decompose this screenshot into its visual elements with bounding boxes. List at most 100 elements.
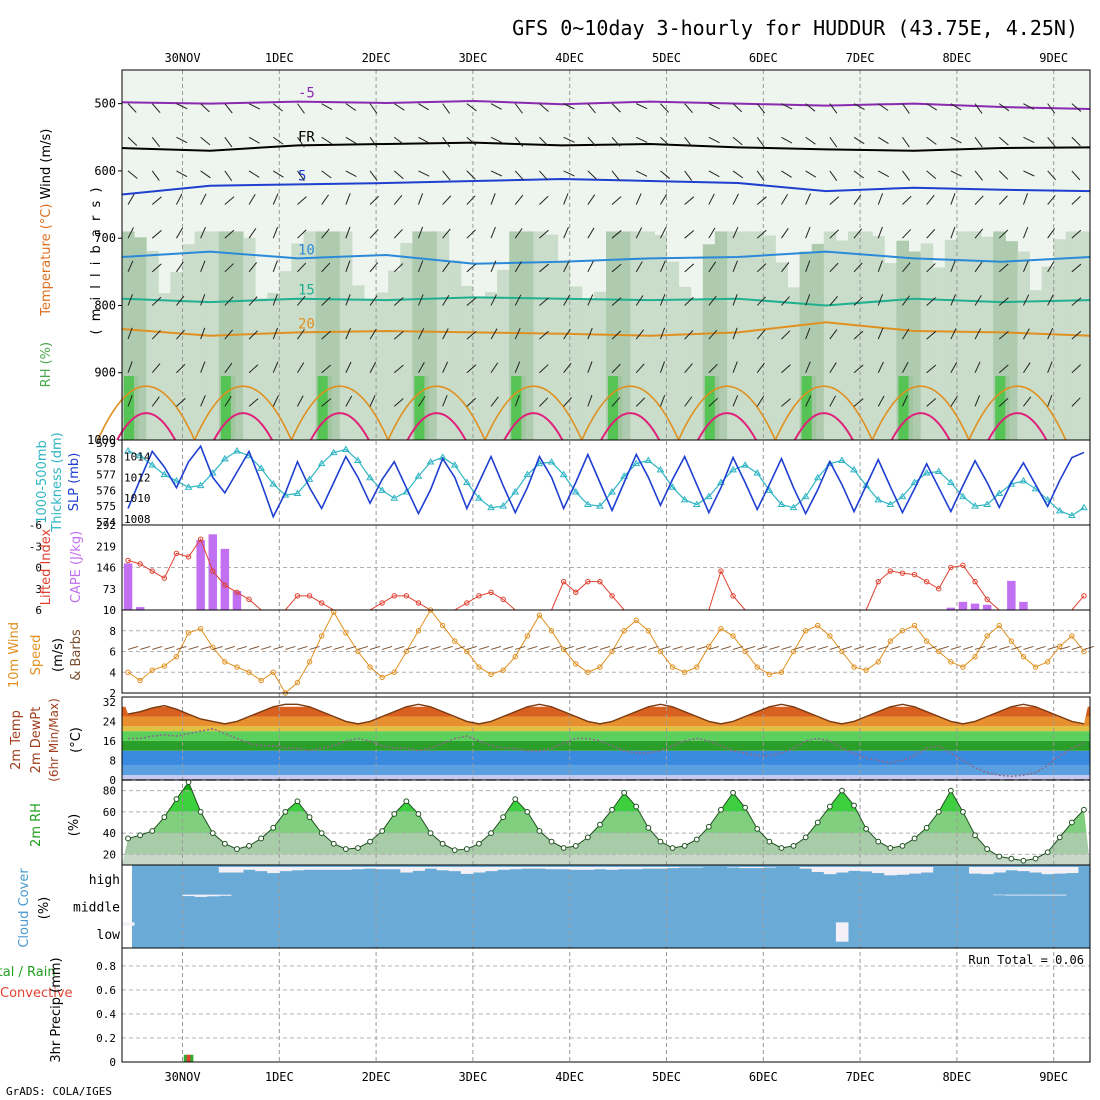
rh-shade bbox=[545, 234, 559, 440]
label-rh-pct: (%) bbox=[67, 814, 82, 837]
thickness-point bbox=[390, 494, 399, 501]
rh-point bbox=[572, 842, 579, 849]
cloud-bar-high bbox=[606, 867, 619, 870]
wind-barb bbox=[539, 136, 549, 147]
thickness-point bbox=[596, 502, 604, 509]
wind-barb bbox=[974, 328, 982, 340]
pressure-tick: 700 bbox=[94, 231, 116, 245]
panel-frame-wind bbox=[121, 609, 1091, 694]
rh-point bbox=[197, 808, 204, 815]
wind-barb bbox=[417, 260, 424, 272]
surface-wind-barb bbox=[987, 645, 998, 650]
wind-barb bbox=[151, 196, 162, 205]
wind-speed-point bbox=[681, 669, 688, 675]
cloud-bar-low bbox=[122, 922, 135, 926]
wind-barb bbox=[926, 263, 936, 273]
wind-barb bbox=[1071, 297, 1082, 306]
wind-barb bbox=[635, 227, 643, 239]
li-point bbox=[960, 562, 966, 569]
cloud-bar-high bbox=[303, 867, 317, 870]
rh-point bbox=[246, 842, 252, 849]
thickness-tick: 574 bbox=[96, 516, 116, 529]
label-wind: Wind (m/s) bbox=[39, 129, 54, 200]
wind-barb bbox=[321, 364, 332, 374]
cape-bar bbox=[1019, 601, 1028, 610]
wind-barb bbox=[974, 294, 982, 306]
thickness-tick: 577 bbox=[96, 469, 116, 482]
wind-tick: 8 bbox=[109, 625, 116, 638]
thickness-point bbox=[172, 476, 181, 484]
wind-barb bbox=[176, 136, 188, 144]
wind-barb bbox=[974, 261, 983, 273]
wind-barb bbox=[393, 364, 404, 374]
wind-speed-point bbox=[1069, 633, 1075, 639]
li-point bbox=[318, 600, 325, 606]
thickness-point bbox=[148, 461, 157, 468]
date-label-top: 7DEC bbox=[846, 51, 875, 65]
rh-point bbox=[851, 802, 857, 809]
bl-temp-arc bbox=[871, 385, 970, 441]
thickness-tick: 579 bbox=[96, 437, 116, 450]
thickness-point bbox=[535, 459, 544, 467]
slp-tick: 1014 bbox=[124, 451, 151, 464]
rh-shade bbox=[823, 231, 837, 440]
thickness-point bbox=[136, 451, 145, 459]
date-label-bottom: 8DEC bbox=[942, 1070, 971, 1084]
wind-barb bbox=[393, 263, 404, 273]
wind-barb bbox=[224, 170, 233, 182]
wind-barb bbox=[539, 263, 549, 273]
li-point bbox=[560, 578, 567, 585]
cloud-bar-high bbox=[533, 867, 546, 869]
cape-bar bbox=[232, 591, 242, 610]
surface-wind-barb bbox=[575, 645, 586, 650]
li-point bbox=[597, 578, 603, 585]
rh-shade bbox=[1029, 290, 1043, 440]
cloud-bar-middle bbox=[1005, 894, 1018, 896]
thickness-point bbox=[983, 500, 992, 508]
wind-speed-point bbox=[669, 664, 676, 670]
wind-barb bbox=[926, 103, 938, 111]
wind-speed-point bbox=[633, 617, 639, 624]
wind-barb bbox=[732, 136, 743, 146]
rh-point bbox=[221, 840, 228, 847]
li-line bbox=[127, 538, 1085, 611]
isotherm-line bbox=[121, 296, 1091, 307]
surface-wind-barb bbox=[611, 645, 623, 650]
bl-temp-arc bbox=[97, 385, 196, 441]
wind-barb bbox=[224, 329, 233, 340]
thickness-point bbox=[850, 465, 858, 473]
rh-point bbox=[439, 840, 446, 847]
li-point bbox=[718, 568, 724, 574]
wind-barb bbox=[272, 193, 279, 205]
rh-point bbox=[524, 808, 531, 815]
wind-barb bbox=[732, 103, 743, 113]
thickness-point bbox=[511, 487, 520, 495]
bl-temp-arc bbox=[677, 385, 777, 441]
wind-barb bbox=[369, 170, 378, 181]
wind-barb bbox=[345, 361, 352, 373]
cloud-bar-high bbox=[412, 867, 425, 871]
li-point bbox=[899, 570, 906, 576]
wind-barb bbox=[272, 361, 279, 373]
wind-barb bbox=[1047, 170, 1057, 181]
cloud-bar-high bbox=[981, 867, 994, 875]
rh-shade bbox=[170, 271, 183, 440]
thickness-point bbox=[838, 456, 846, 463]
wind-barb bbox=[781, 262, 790, 273]
wind-barb bbox=[466, 364, 477, 374]
cloud-bar-middle bbox=[194, 894, 208, 897]
wind-speed-point bbox=[560, 646, 567, 653]
bl-temp-arc-hot bbox=[987, 412, 1048, 441]
wind-barb bbox=[490, 226, 496, 239]
rh-point bbox=[548, 838, 555, 845]
wind-barb bbox=[127, 103, 137, 113]
thickness-point bbox=[160, 470, 169, 478]
cloud-bar-high bbox=[400, 867, 413, 873]
wind-barb bbox=[1071, 364, 1082, 374]
wind-barb bbox=[345, 294, 351, 306]
wind-barb bbox=[248, 262, 257, 273]
surface-wind-barb bbox=[1071, 645, 1082, 650]
rh-shade bbox=[920, 243, 934, 440]
cape-bar bbox=[123, 563, 133, 610]
wind-barb bbox=[660, 136, 670, 146]
